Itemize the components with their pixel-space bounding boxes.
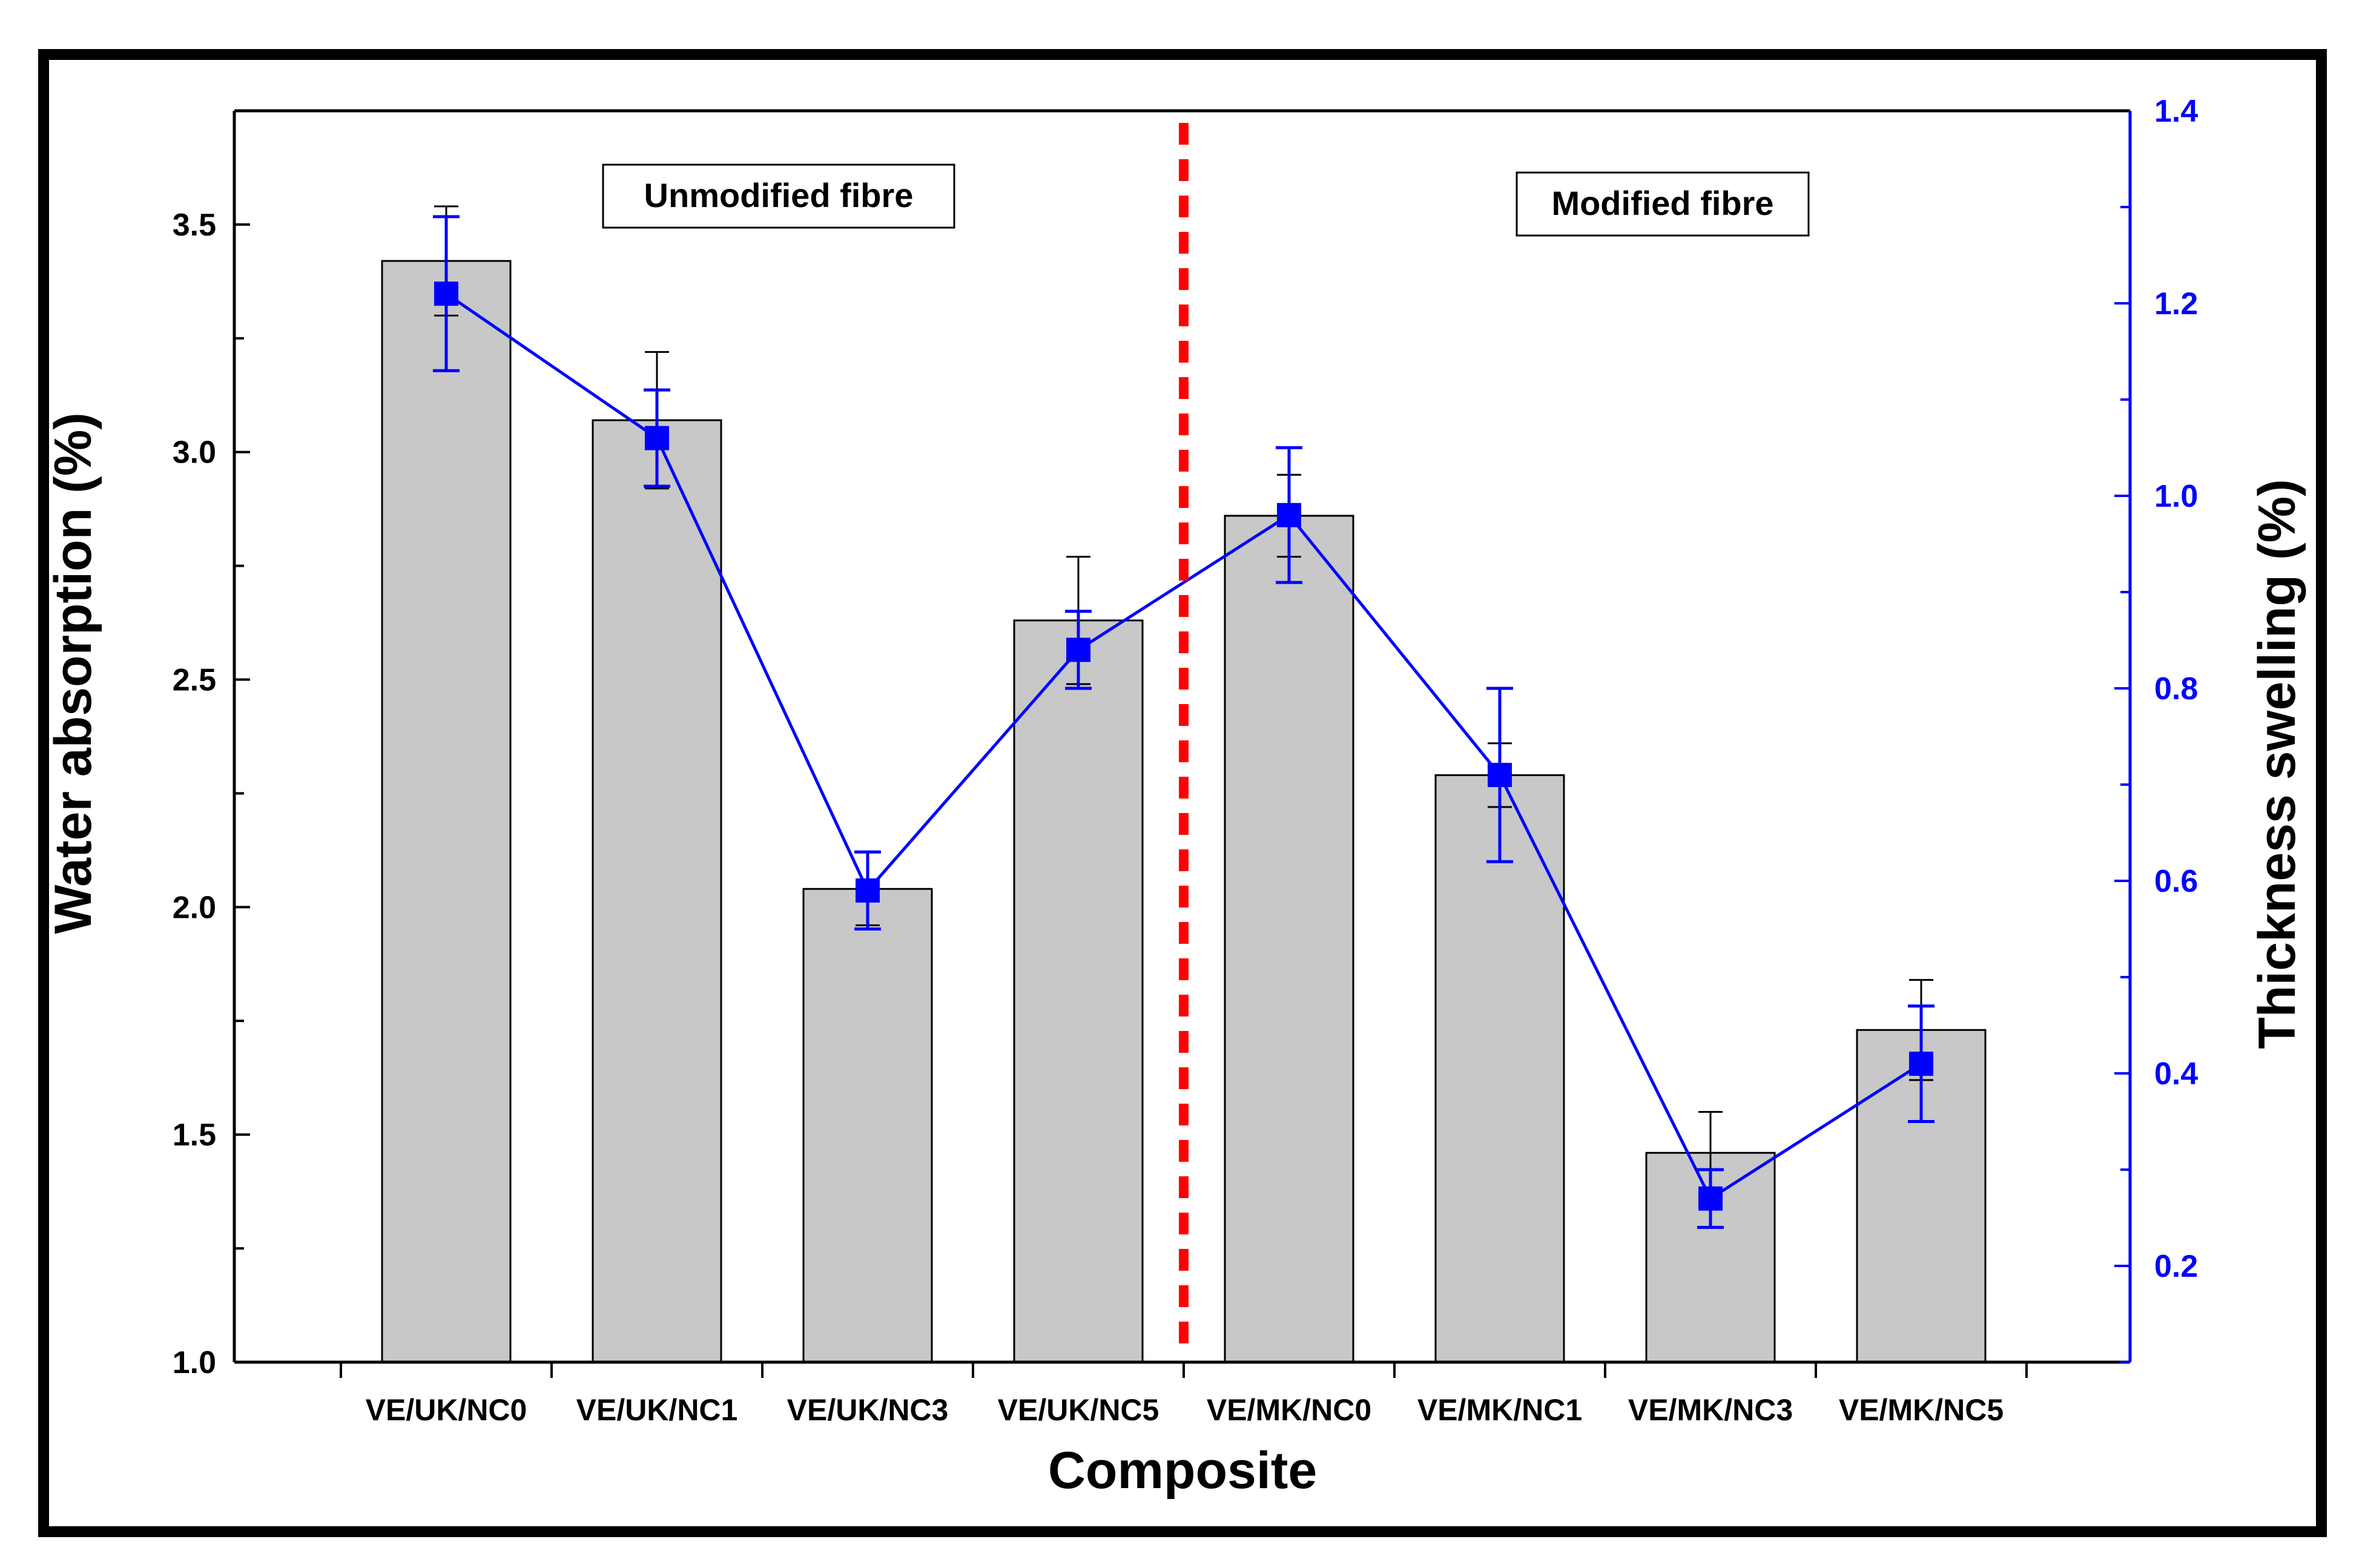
y2-tick-label-1: 0.2 bbox=[2154, 1249, 2198, 1284]
bar-5 bbox=[1224, 515, 1354, 1363]
x-tick-label-4: VE/UK/NC5 bbox=[998, 1393, 1159, 1427]
thickness-line bbox=[445, 292, 1922, 1201]
y2-tick-label-7: 1.4 bbox=[2154, 94, 2198, 129]
y2-tick-label-2: 0.4 bbox=[2154, 1056, 2198, 1092]
axes-layer: 1.0 1.5 2.0 2.5 3.0 3.5 0.2 0.4 0.6 0.8 1.0 1.2 1.4 V… bbox=[173, 94, 2198, 1427]
x-tick-label-6: VE/MK/NC1 bbox=[1417, 1393, 1582, 1427]
annotation-unmodified: Unmodified fibre bbox=[602, 163, 955, 229]
x-tick-label-7: VE/MK/NC3 bbox=[1628, 1393, 1793, 1427]
y-tick-label-1: 1.0 bbox=[173, 1345, 216, 1380]
x-axis-title: Composite bbox=[1048, 1441, 1317, 1500]
line-layer bbox=[433, 215, 1935, 1229]
bar-2 bbox=[592, 419, 722, 1363]
y2-tick-label-5: 1.0 bbox=[2154, 479, 2198, 514]
y-axis-title: Water absorption (%) bbox=[44, 412, 102, 934]
x-tick-label-3: VE/UK/NC3 bbox=[787, 1393, 949, 1427]
bars-layer bbox=[381, 260, 1987, 1363]
y2-tick-label-3: 0.6 bbox=[2154, 864, 2198, 899]
line-marker-4 bbox=[1066, 637, 1090, 662]
y-tick-label-5: 3.0 bbox=[173, 435, 216, 470]
y-tick-label-3: 2.0 bbox=[173, 890, 216, 925]
y-tick-label-6: 3.5 bbox=[173, 208, 216, 243]
line-marker-1 bbox=[434, 282, 458, 306]
line-marker-5 bbox=[1277, 502, 1301, 527]
x-tick-label-5: VE/MK/NC0 bbox=[1207, 1393, 1371, 1427]
line-marker-2 bbox=[645, 426, 669, 450]
line-marker-7 bbox=[1698, 1186, 1723, 1211]
x-tick-label-1: VE/UK/NC0 bbox=[366, 1393, 527, 1427]
bar-3 bbox=[802, 888, 933, 1363]
y2-tick-label-4: 0.8 bbox=[2154, 671, 2198, 707]
y2-tick-label-6: 1.2 bbox=[2154, 286, 2198, 321]
line-marker-3 bbox=[856, 878, 880, 903]
y2-axis-title: Thickness swelling (%) bbox=[2248, 479, 2306, 1049]
line-marker-6 bbox=[1488, 763, 1512, 788]
line-marker-8 bbox=[1909, 1052, 1933, 1076]
y-tick-label-2: 1.5 bbox=[173, 1118, 216, 1153]
y-tick-label-4: 2.5 bbox=[173, 663, 216, 698]
annotation-unmodified-box bbox=[602, 163, 955, 229]
annotation-modified-text: Modified fibre bbox=[1551, 184, 1773, 222]
x-tick-label-8: VE/MK/NC5 bbox=[1839, 1393, 2004, 1427]
annotation-modified-box bbox=[1516, 171, 1810, 237]
annotation-unmodified-text: Unmodified fibre bbox=[644, 176, 914, 214]
bar-1 bbox=[381, 260, 512, 1363]
x-tick-label-2: VE/UK/NC1 bbox=[576, 1393, 738, 1427]
annotation-modified: Modified fibre bbox=[1516, 171, 1810, 237]
bar-4 bbox=[1013, 619, 1144, 1363]
